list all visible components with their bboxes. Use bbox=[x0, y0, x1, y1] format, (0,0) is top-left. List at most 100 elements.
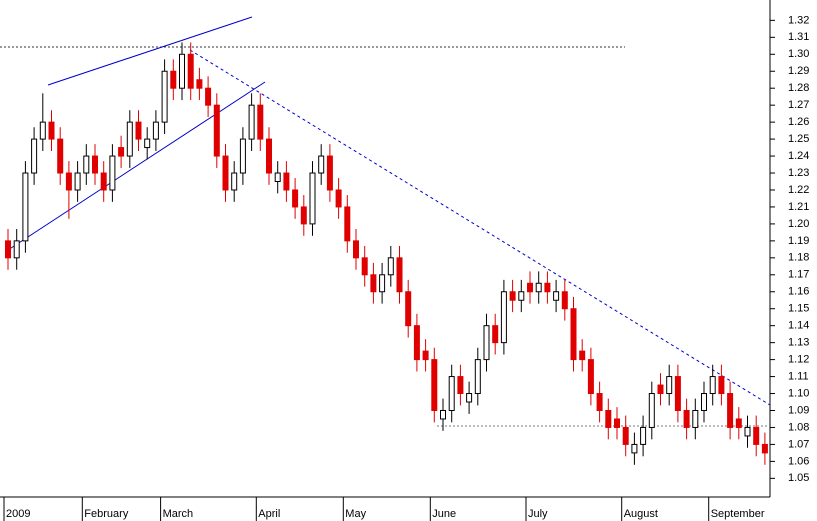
candle-body bbox=[257, 104, 264, 140]
x-tick-label: 2009 bbox=[6, 508, 30, 520]
y-tick-label: 1.10 bbox=[788, 387, 809, 399]
candle-body bbox=[309, 172, 316, 225]
candle-body bbox=[422, 350, 429, 361]
x-tick-label: May bbox=[345, 508, 366, 520]
y-tick-label: 1.14 bbox=[788, 320, 809, 332]
candle-body bbox=[13, 240, 20, 259]
y-tick-label: 1.18 bbox=[788, 252, 809, 264]
candle-body bbox=[57, 138, 64, 174]
y-tick-label: 1.09 bbox=[788, 404, 809, 416]
candle-body bbox=[527, 282, 533, 293]
candle-body bbox=[544, 282, 551, 293]
candle-body bbox=[692, 409, 699, 428]
candle-body bbox=[761, 443, 768, 454]
candle-body bbox=[570, 308, 577, 361]
candle-body bbox=[100, 172, 107, 191]
candle-body bbox=[405, 291, 412, 327]
y-tick-label: 1.13 bbox=[788, 337, 809, 349]
candle-body bbox=[361, 257, 368, 276]
candle-body bbox=[65, 172, 72, 191]
candle-body bbox=[596, 393, 603, 411]
candle-body bbox=[170, 70, 177, 89]
candle-body bbox=[457, 376, 464, 395]
candle-body bbox=[353, 240, 359, 259]
candle-body bbox=[179, 53, 185, 89]
candle-body bbox=[135, 121, 142, 140]
candle-body bbox=[579, 350, 586, 361]
candle-body bbox=[344, 206, 351, 242]
candle-body bbox=[553, 291, 560, 301]
candle-body bbox=[266, 138, 272, 174]
candle-body bbox=[561, 291, 568, 310]
candle-body bbox=[144, 138, 151, 149]
candle-body bbox=[74, 172, 81, 191]
y-tick-label: 1.27 bbox=[788, 99, 809, 111]
candle-body bbox=[631, 443, 638, 454]
candle-body bbox=[640, 426, 647, 445]
candle-body bbox=[205, 87, 212, 106]
y-tick-label: 1.28 bbox=[788, 82, 809, 94]
candle-body bbox=[614, 418, 620, 428]
candle-body bbox=[274, 172, 281, 182]
candle-body bbox=[231, 172, 238, 191]
candle-body bbox=[440, 409, 446, 420]
candle-body bbox=[735, 418, 742, 428]
candle-body bbox=[379, 274, 386, 293]
x-tick-label: March bbox=[163, 508, 194, 520]
candle-body bbox=[587, 359, 594, 395]
downtrend-line bbox=[189, 49, 771, 406]
candle-body bbox=[196, 79, 203, 89]
y-tick-label: 1.07 bbox=[788, 438, 809, 450]
x-tick-label: April bbox=[258, 508, 280, 520]
candle-body bbox=[118, 147, 125, 157]
candle-body bbox=[648, 393, 655, 428]
candle-body bbox=[187, 53, 194, 89]
channel-upper bbox=[47, 16, 253, 86]
candle-body bbox=[666, 376, 673, 395]
x-tick-label: June bbox=[432, 508, 456, 520]
y-tick-label: 1.19 bbox=[788, 235, 809, 247]
candle-body bbox=[674, 376, 681, 411]
x-tick-label: August bbox=[624, 508, 658, 520]
candle-body bbox=[283, 172, 290, 191]
candle-body bbox=[509, 291, 516, 301]
candle-body bbox=[92, 155, 98, 174]
candle-body bbox=[126, 121, 133, 157]
candle-body bbox=[466, 393, 473, 403]
y-tick-label: 1.21 bbox=[788, 201, 809, 213]
candle-body bbox=[326, 155, 333, 191]
candle-body bbox=[22, 172, 29, 242]
candle-body bbox=[500, 291, 507, 344]
candle-body bbox=[396, 257, 403, 293]
candle-body bbox=[753, 426, 760, 445]
y-tick-label: 1.06 bbox=[788, 455, 809, 467]
y-tick-label: 1.30 bbox=[788, 48, 809, 60]
candle-body bbox=[413, 325, 420, 361]
y-tick-label: 1.08 bbox=[788, 421, 809, 433]
candle-body bbox=[622, 426, 629, 445]
candle-body bbox=[39, 121, 46, 140]
candle-body bbox=[448, 376, 455, 411]
candle-body bbox=[718, 376, 725, 395]
y-tick-label: 1.16 bbox=[788, 286, 809, 298]
candle-body bbox=[518, 291, 525, 301]
candle-body bbox=[161, 70, 168, 123]
y-tick-label: 1.11 bbox=[788, 370, 809, 382]
candle-body bbox=[31, 138, 38, 174]
candle-body bbox=[222, 155, 229, 191]
candle-body bbox=[152, 121, 159, 140]
candle-body bbox=[431, 359, 438, 411]
candle-body bbox=[5, 240, 11, 259]
y-tick-label: 1.15 bbox=[788, 303, 809, 315]
candle-body bbox=[83, 155, 90, 174]
candle-body bbox=[387, 257, 394, 276]
x-tick-label: September bbox=[711, 508, 765, 520]
y-tick-label: 1.29 bbox=[788, 65, 809, 77]
candle-body bbox=[474, 359, 481, 395]
candle-body bbox=[109, 155, 116, 191]
candle-body bbox=[292, 189, 299, 208]
x-tick-label: February bbox=[84, 508, 129, 520]
y-tick-label: 1.23 bbox=[788, 167, 809, 179]
